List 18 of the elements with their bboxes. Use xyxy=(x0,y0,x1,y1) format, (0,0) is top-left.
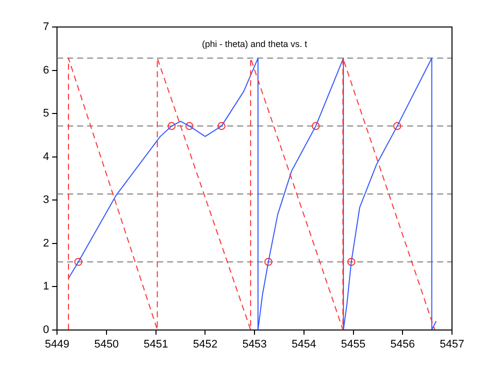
y-tick-label: 3 xyxy=(42,194,50,206)
x-tick-label: 5457 xyxy=(440,338,464,350)
y-tick-label: 7 xyxy=(42,21,50,34)
x-tick-label: 5452 xyxy=(192,338,218,350)
x-tick-label: 5451 xyxy=(144,338,168,350)
y-tick-label: 6 xyxy=(42,64,50,76)
x-tick-label: 5453 xyxy=(242,338,267,350)
x-tick-label: 5450 xyxy=(94,338,119,350)
x-tick-label: 5455 xyxy=(341,338,366,350)
y-tick-label: 0 xyxy=(42,324,50,336)
x-tick-label: 5454 xyxy=(292,338,316,350)
text: (phi - theta) and theta vs. t xyxy=(202,38,308,49)
y-tick-label: 4 xyxy=(42,150,50,163)
x-tick-label: 5449 xyxy=(44,338,70,350)
x-tick-label: 5456 xyxy=(390,338,415,350)
y-tick-label: 2 xyxy=(42,237,50,250)
y-tick-label: 1 xyxy=(42,280,50,293)
y-tick-label: 5 xyxy=(42,108,50,120)
